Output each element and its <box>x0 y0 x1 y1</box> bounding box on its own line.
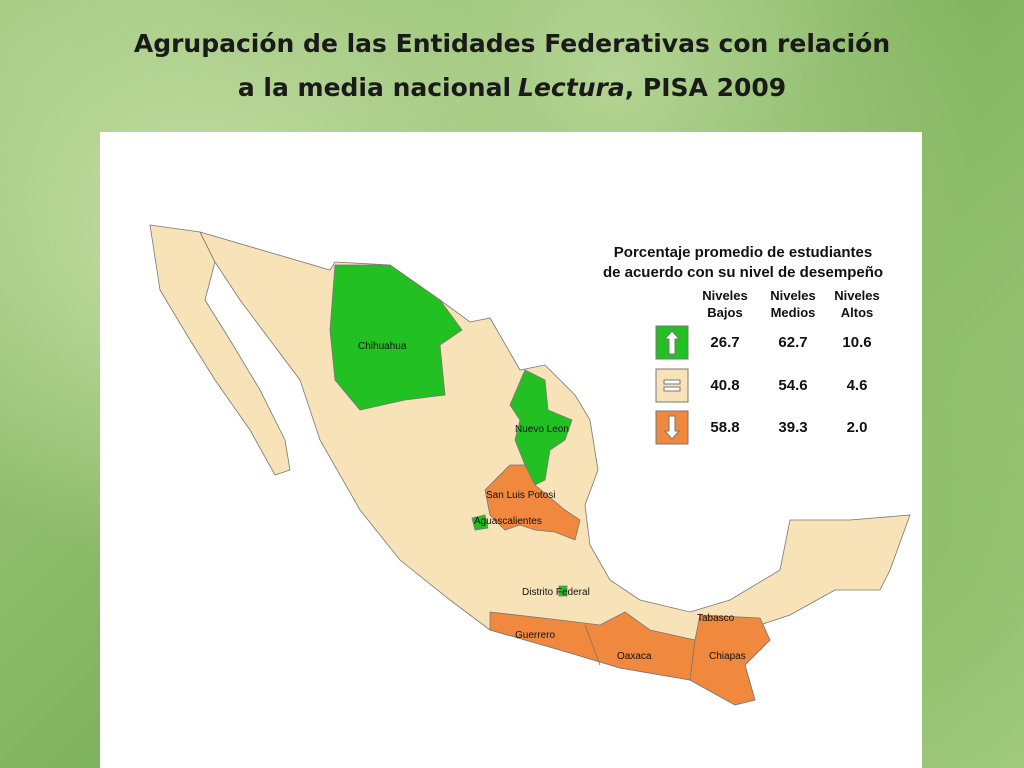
legend-value: 4.6 <box>847 377 868 394</box>
legend-value: 2.0 <box>847 419 868 436</box>
baja-california <box>149 224 291 476</box>
column-header: Niveles Bajos <box>702 288 748 320</box>
title-line: a la media nacional Lectura, PISA 2009 <box>0 66 1024 110</box>
column-header: Niveles Altos <box>834 288 880 320</box>
san-luis-potosi <box>484 464 581 541</box>
state-label: Distrito Federal <box>522 587 590 598</box>
state-label: Aguascalientes <box>474 516 542 527</box>
title-part: a la media nacional <box>237 73 512 102</box>
legend-value: 39.3 <box>778 419 807 436</box>
equals-icon <box>663 386 681 392</box>
legend-value: 40.8 <box>710 377 739 394</box>
arrow-up-icon <box>663 330 681 355</box>
state-label: Chihuahua <box>358 341 407 352</box>
state-label: Nuevo Leon <box>515 424 569 435</box>
legend-value: 26.7 <box>710 334 739 351</box>
arrow-down-icon <box>663 415 681 440</box>
legend-value: 62.7 <box>778 334 807 351</box>
state-label: Chiapas <box>709 651 746 662</box>
title: Agrupación de las Entidades Federativas … <box>0 22 1024 110</box>
state-label: Tabasco <box>697 613 735 624</box>
nuevo-leon <box>509 369 573 486</box>
legend-title: de acuerdo con su nivel de desempeño <box>603 264 883 281</box>
state-label: Guerrero <box>515 630 555 641</box>
legend-value: 10.6 <box>842 334 871 351</box>
state-label: San Luis Potosi <box>486 490 556 501</box>
chihuahua <box>329 264 463 411</box>
aguascalientes <box>471 514 489 531</box>
equals-icon <box>663 379 681 385</box>
title-line: Agrupación de las Entidades Federativas … <box>133 29 891 58</box>
column-header: Niveles Medios <box>770 288 816 320</box>
legend-value: 54.6 <box>778 377 807 394</box>
south-states <box>489 611 771 706</box>
title-italic: Lectura <box>518 73 625 102</box>
legend-title: Porcentaje promedio de estudiantes <box>614 244 872 261</box>
state-label: Oaxaca <box>617 651 652 662</box>
legend-value: 58.8 <box>710 419 739 436</box>
state-border <box>689 639 696 681</box>
title-part: , PISA 2009 <box>624 73 787 102</box>
legend-swatch <box>655 368 689 403</box>
state-border <box>584 624 601 666</box>
distrito-federal <box>558 585 568 597</box>
